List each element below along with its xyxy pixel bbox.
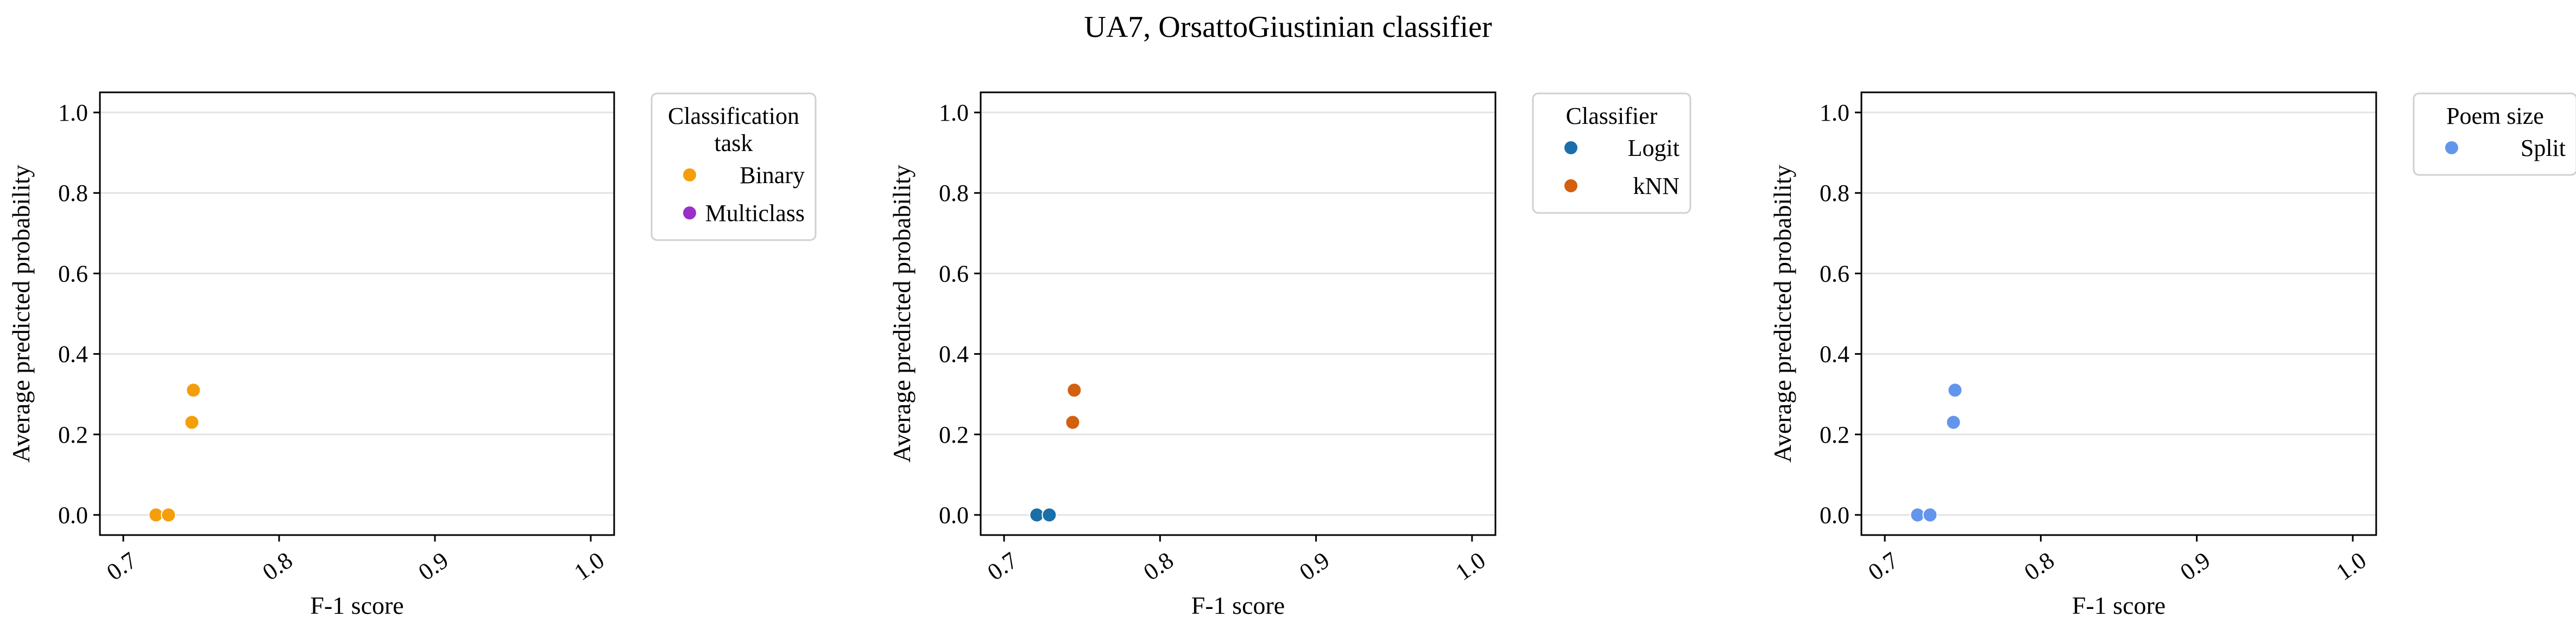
y-tick-label: 0.2 [58, 422, 88, 448]
y-tick-label: 0.6 [1820, 260, 1849, 287]
data-point [1946, 414, 1961, 430]
figure-title: UA7, OrsattoGiustinian classifier [1084, 10, 1492, 44]
data-point [1947, 382, 1963, 398]
x-tick-label: 0.9 [2175, 547, 2215, 586]
y-tick-label: 0.8 [58, 180, 88, 206]
data-point [186, 382, 201, 398]
y-tick-label: 0.8 [939, 180, 969, 206]
legend-marker [1564, 179, 1577, 192]
x-tick-label: 0.7 [102, 547, 142, 586]
axes-frame [980, 91, 1497, 536]
y-tick-label: 0.8 [1820, 180, 1849, 206]
y-axis-label: Average predicted probability [888, 165, 916, 462]
legend-entry-label: Binary [740, 162, 805, 188]
subplot-1: 0.0 0.2 0.4 0.6 0.8 1.0 0.7 0.8 0.9 1.0 F-1 score A… [7, 91, 817, 619]
y-tick-label: 0.2 [1820, 422, 1849, 448]
legend-marker [683, 168, 696, 181]
data-point [161, 507, 176, 523]
legend-entry-label: Multiclass [705, 200, 805, 227]
x-tick-label: 0.8 [1139, 547, 1178, 586]
axes-frame [99, 91, 615, 536]
y-axis-label: Average predicted probability [1769, 165, 1796, 462]
x-tick-label: 0.7 [983, 547, 1022, 586]
x-tick-label: 1.0 [2331, 547, 2371, 586]
y-tick-label: 1.0 [939, 99, 969, 126]
y-tick-label: 0.4 [939, 341, 969, 368]
legend-title: Classification [668, 103, 799, 129]
x-tick-label: 0.9 [1295, 547, 1334, 586]
legend-marker [683, 206, 696, 219]
y-tick-label: 0.2 [939, 422, 969, 448]
legend-marker [2445, 141, 2458, 154]
data-point [184, 414, 200, 430]
legend-marker [1564, 141, 1577, 154]
y-tick-label: 0.0 [939, 502, 969, 529]
y-tick-label: 1.0 [1820, 99, 1849, 126]
data-point [1041, 507, 1057, 523]
x-tick-label: 0.8 [2019, 547, 2059, 586]
x-tick-label: 0.7 [1864, 547, 1903, 586]
y-tick-label: 0.6 [58, 260, 88, 287]
legend-entry-label: Split [2521, 135, 2566, 161]
y-tick-label: 0.0 [58, 502, 88, 529]
legend-box [651, 92, 817, 241]
x-axis-label: F-1 score [310, 592, 403, 619]
data-point [1922, 507, 1938, 523]
legend: Classifier Logit kNN [1532, 92, 1691, 214]
x-tick-label: 1.0 [1450, 547, 1490, 586]
legend-entry-label: Logit [1628, 135, 1680, 161]
axes-frame [1860, 91, 2377, 536]
legend: Poem size Split [2413, 92, 2576, 176]
x-tick-label: 0.9 [413, 547, 453, 586]
y-axis-label: Average predicted probability [7, 165, 35, 462]
y-tick-label: 0.4 [58, 341, 88, 368]
x-axis-label: F-1 score [2072, 592, 2165, 619]
data-point [1066, 382, 1082, 398]
y-tick-label: 0.6 [939, 260, 969, 287]
x-tick-label: 1.0 [569, 547, 609, 586]
y-tick-label: 1.0 [58, 99, 88, 126]
subplot-3: 0.0 0.2 0.4 0.6 0.8 1.0 0.7 0.8 0.9 1.0 F-1 score A… [1769, 91, 2576, 619]
x-axis-label: F-1 score [1191, 592, 1285, 619]
legend-box [2413, 92, 2576, 176]
data-point [1065, 414, 1081, 430]
legend-title: Poem size [2446, 103, 2544, 129]
legend-title: Classifier [1566, 103, 1658, 129]
legend-entry-label: kNN [1633, 173, 1680, 199]
y-tick-label: 0.0 [1820, 502, 1849, 529]
subplot-2: 0.0 0.2 0.4 0.6 0.8 1.0 0.7 0.8 0.9 1.0 F-1 score A… [888, 91, 1691, 619]
y-tick-label: 0.4 [1820, 341, 1849, 368]
x-tick-label: 0.8 [257, 547, 297, 586]
legend-title: task [715, 130, 753, 156]
